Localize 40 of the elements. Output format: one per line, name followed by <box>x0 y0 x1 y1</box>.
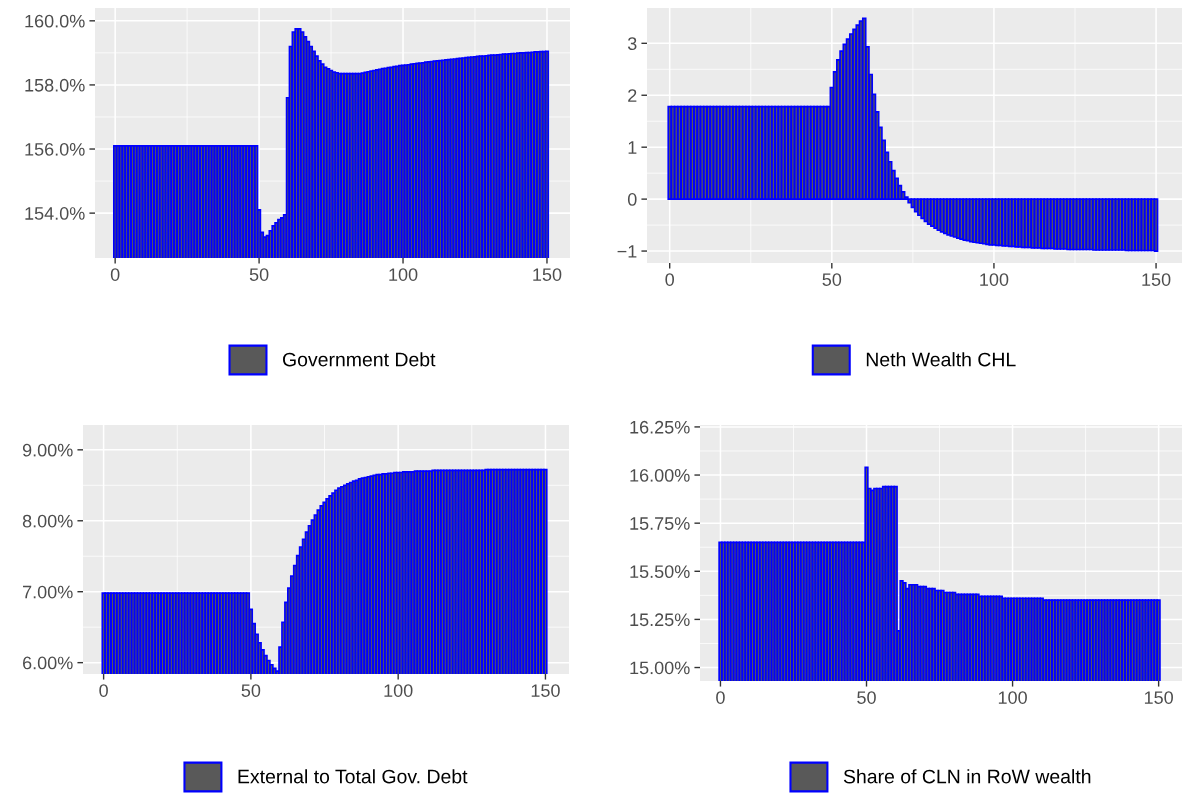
y-tick-label: 0 <box>627 193 637 206</box>
legend-label: Neth Wealth CHL <box>866 352 1016 367</box>
y-tick-label: 8.00% <box>22 514 73 528</box>
x-tick-label: 50 <box>857 691 876 704</box>
y-tick-label: 156.0% <box>25 142 85 156</box>
y-tick-label: 3 <box>627 37 637 51</box>
bar <box>907 198 912 204</box>
x-tick-label: 150 <box>1142 273 1171 286</box>
y-tick-label: 15.00% <box>630 661 690 675</box>
x-tick-label: 100 <box>389 268 418 281</box>
y-tick-label: 154.0% <box>25 207 85 220</box>
y-tick-label: 15.25% <box>630 613 690 627</box>
y-tick-label: 15.75% <box>630 517 690 530</box>
x-tick-label: 150 <box>1144 691 1173 704</box>
y-tick-label: 158.0% <box>25 78 85 92</box>
x-tick-label: 0 <box>99 684 108 697</box>
x-tick-label: 0 <box>110 268 120 281</box>
y-tick-label: 6.00% <box>23 656 73 670</box>
x-tick-label: 50 <box>249 268 269 281</box>
legend-label: Share of CLN in RoW wealth <box>843 769 1091 784</box>
x-tick-label: 100 <box>384 684 413 697</box>
y-tick-label: 16.25% <box>630 420 690 434</box>
y-tick-label: 160.0% <box>25 14 85 28</box>
y-tick-label: 1 <box>628 141 637 154</box>
x-tick-label: 100 <box>980 273 1009 286</box>
y-tick-label: −1 <box>617 245 637 258</box>
x-tick-label: 0 <box>716 691 725 704</box>
legend-label: Government Debt <box>283 352 436 367</box>
legend-label: External to Total Gov. Debt <box>238 769 468 784</box>
y-tick-label: 16.00% <box>630 468 690 482</box>
y-tick-label: 15.50% <box>630 565 690 579</box>
y-tick-label: 9.00% <box>22 443 73 457</box>
y-tick-label: 2 <box>628 89 637 102</box>
x-tick-label: 150 <box>531 684 560 697</box>
x-tick-label: 50 <box>822 273 842 286</box>
x-tick-label: 50 <box>241 684 261 697</box>
x-tick-label: 100 <box>998 691 1027 704</box>
x-tick-label: 150 <box>533 268 562 281</box>
y-tick-label: 7.00% <box>23 585 73 599</box>
x-tick-label: 0 <box>665 273 675 286</box>
